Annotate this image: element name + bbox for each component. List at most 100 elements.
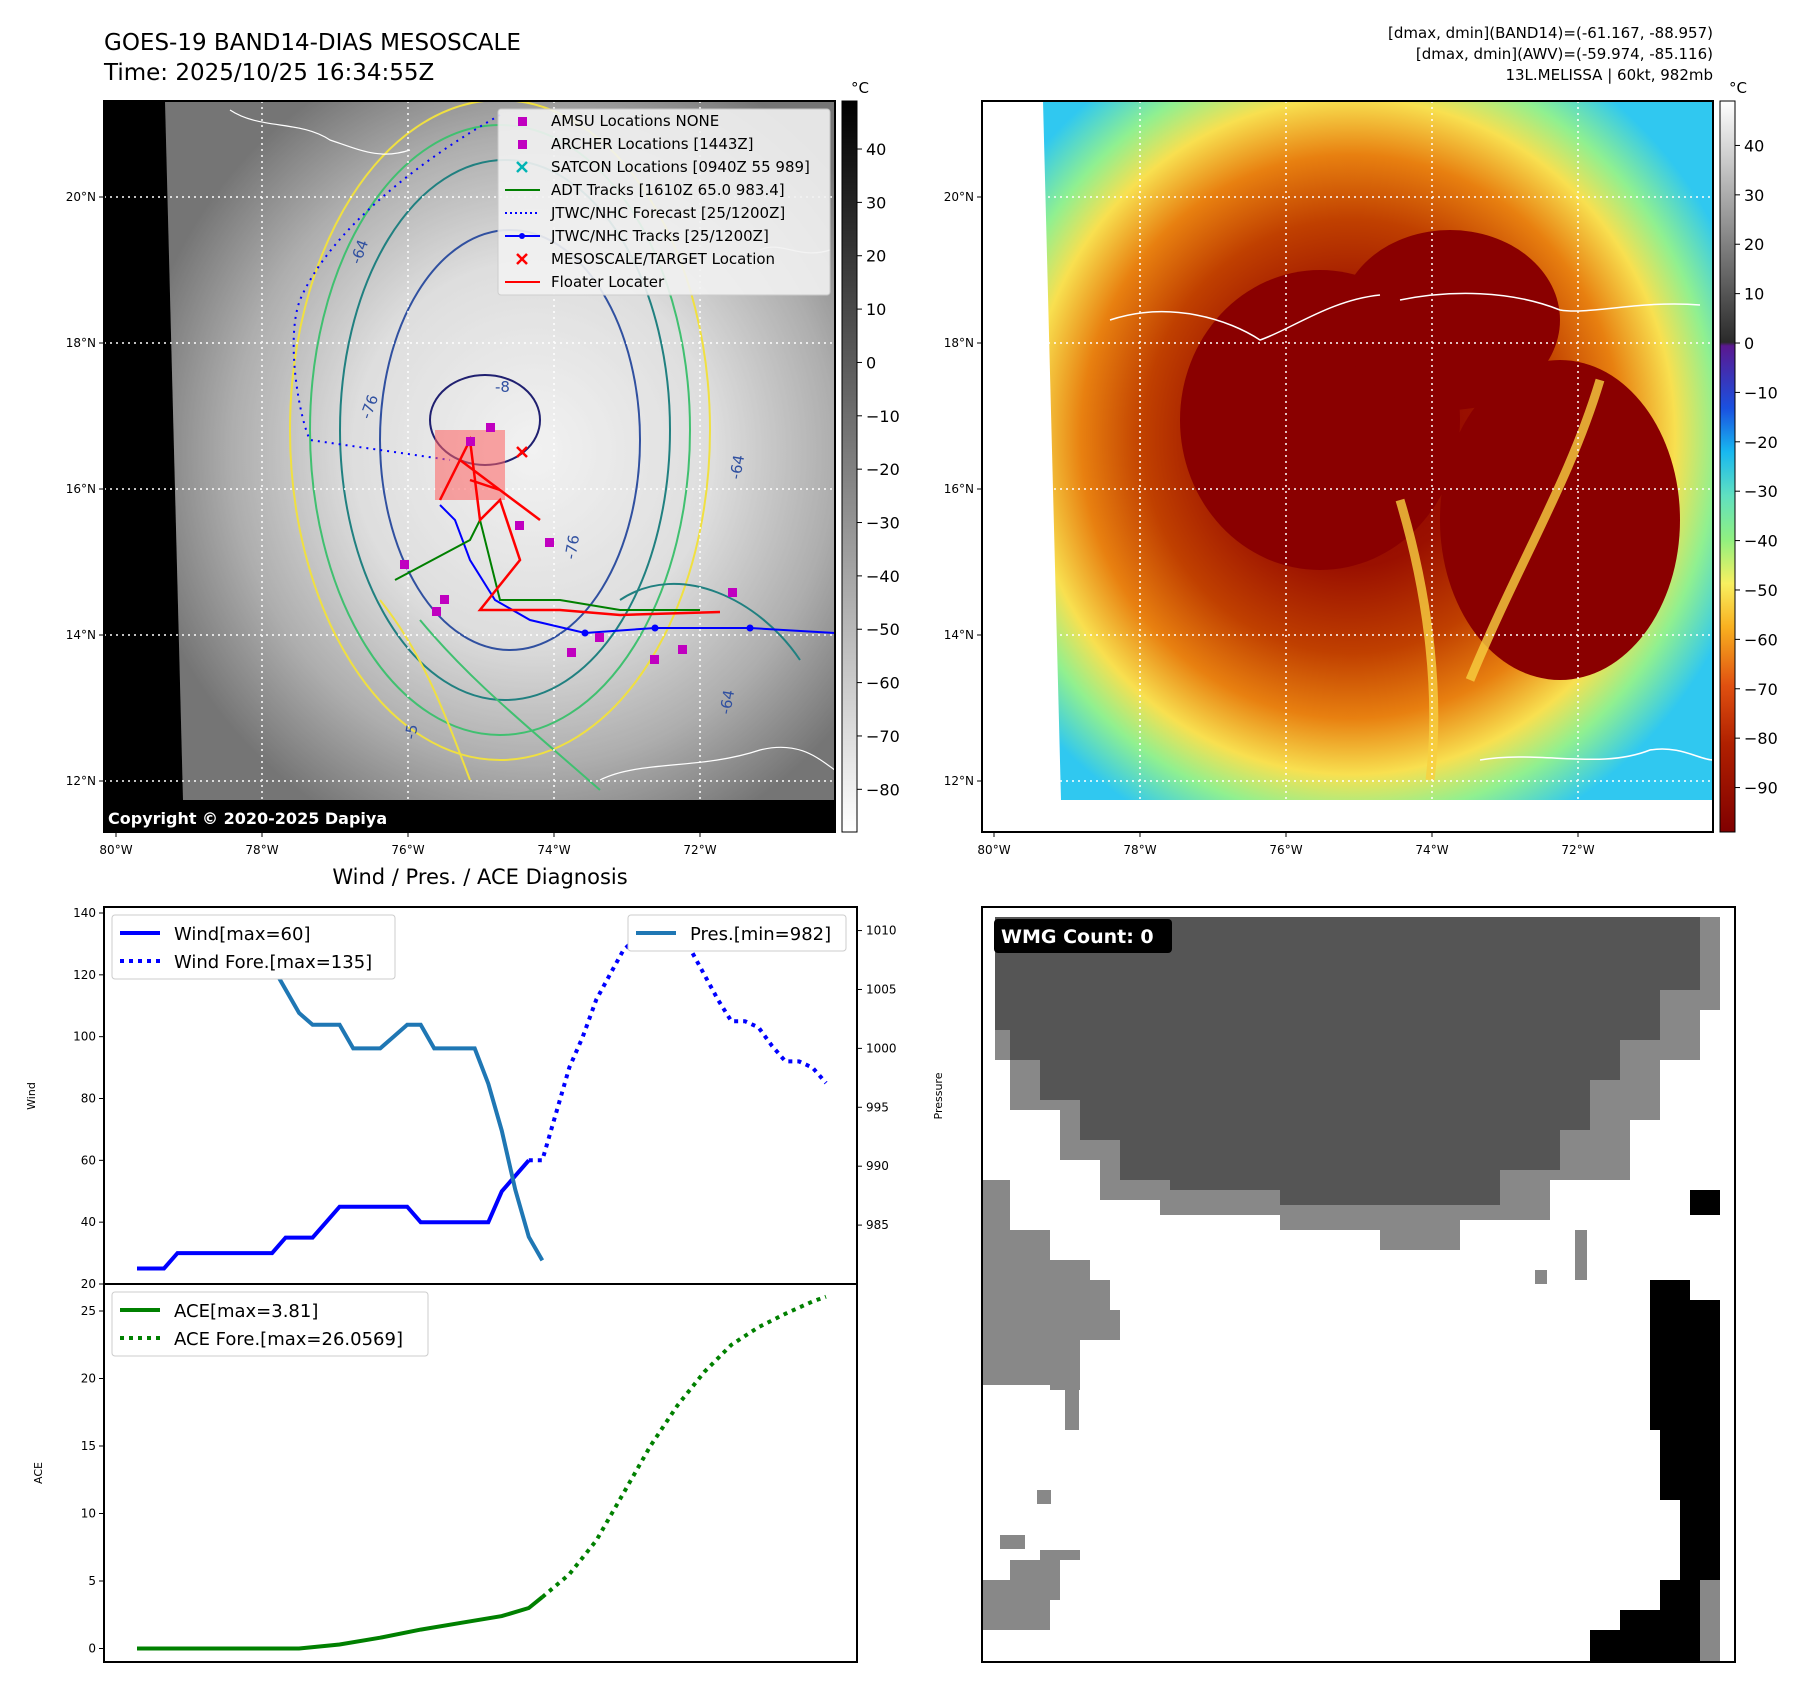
color-colorbar: °C 40 30 20 10 0 −10 −20 −30 −40 −50 −60 −70 −80 −90 (1719, 79, 1778, 833)
legend-ace: ACE[max=3.81] (174, 1301, 318, 1322)
colorbar-tick-label: −50 (866, 620, 900, 639)
wind-legend: Wind[max=60] Wind Fore.[max=135] (111, 914, 396, 980)
legend-label: ARCHER Locations [1443Z] (551, 135, 754, 153)
contour-label: -64 (726, 453, 748, 480)
legend-item: ADT Tracks [1610Z 65.0 983.4] (505, 181, 785, 199)
gray-colorbar-unit: °C (851, 79, 869, 97)
gray-colorbar: °C 40 30 20 10 0 −10 −20 −30 −40 −50 −60 −70 −80 (841, 79, 900, 833)
colorbar-tick-label: −60 (1744, 630, 1778, 649)
colorbar-tick-label: 30 (1744, 186, 1764, 205)
legend-item: ARCHER Locations [1443Z] (518, 135, 754, 153)
colorbar-tick-label: −70 (1744, 680, 1778, 699)
series-line (137, 1158, 531, 1271)
map-legend: AMSU Locations NONE ARCHER Locations [144… (497, 108, 831, 296)
pressure-tick-label: 985 (866, 1218, 889, 1232)
colorbar-tick-label: 40 (1744, 136, 1764, 155)
lat-tick-label: 16°N (66, 482, 96, 496)
wind-tick-label: 140 (73, 906, 96, 920)
lon-tick-label: 76°W (1269, 843, 1302, 857)
legend-pressure: Pres.[min=982] (690, 924, 831, 945)
pressure-legend: Pres.[min=982] (627, 914, 847, 952)
diagnosis-title: Wind / Pres. / ACE Diagnosis (332, 865, 627, 889)
legend-marker (518, 140, 527, 149)
lon-tick-label: 80°W (977, 843, 1010, 857)
legend-label: AMSU Locations NONE (551, 112, 719, 130)
wind-tick-label: 80 (81, 1092, 96, 1106)
colorbar-tick-label: −60 (866, 674, 900, 693)
legend-label: JTWC/NHC Tracks [25/1200Z] (550, 227, 769, 245)
pressure-tick-label: 995 (866, 1100, 889, 1114)
wind-tick-label: 120 (73, 968, 96, 982)
colorbar-tick-label: 20 (1744, 235, 1764, 254)
lat-tick-label: 20°N (66, 190, 96, 204)
legend-wind-forecast: Wind Fore.[max=135] (174, 952, 372, 973)
legend-marker (518, 117, 527, 126)
lat-tick-label: 18°N (66, 336, 96, 350)
legend-label: ADT Tracks [1610Z 65.0 983.4] (551, 181, 785, 199)
colorbar-tick-label: −30 (866, 514, 900, 533)
ace-legend: ACE[max=3.81] ACE Fore.[max=26.0569] (111, 1291, 429, 1357)
ace-chart: 25 20 15 10 5 0 ACE ACE[max=3.81] ACE Fore.[m… (32, 1283, 858, 1663)
colorbar-tick-label: 30 (866, 193, 886, 212)
legend-item: JTWC/NHC Forecast [25/1200Z] (505, 204, 785, 222)
pressure-tick-label: 1005 (866, 982, 897, 996)
lat-tick-label: 20°N (944, 190, 974, 204)
lat-tick-label: 14°N (944, 628, 974, 642)
ace-axis-label: ACE (32, 1462, 45, 1484)
colorbar-tick-label: −10 (866, 407, 900, 426)
legend-label: JTWC/NHC Forecast [25/1200Z] (550, 204, 785, 222)
ace-tick-label: 20 (81, 1372, 96, 1386)
stats-line1: [dmax, dmin](BAND14)=(-61.167, -88.957) (1388, 24, 1713, 42)
lat-tick-label: 16°N (944, 482, 974, 496)
lon-tick-label: 72°W (1561, 843, 1594, 857)
legend-wind: Wind[max=60] (174, 924, 311, 945)
lat-tick-label: 18°N (944, 336, 974, 350)
color-colorbar-unit: °C (1729, 79, 1747, 97)
colorbar-tick-label: −40 (1744, 532, 1778, 551)
colorbar-tick-label: −10 (1744, 383, 1778, 402)
wind-tick-label: 20 (81, 1277, 96, 1291)
lon-tick-label: 72°W (683, 843, 716, 857)
legend-item: Floater Locater (505, 273, 665, 291)
stats-line2: [dmax, dmin](AWV)=(-59.974, -85.116) (1416, 45, 1713, 63)
legend-item: AMSU Locations NONE (518, 112, 719, 130)
colorbar-tick-label: 40 (866, 140, 886, 159)
wind-tick-label: 100 (73, 1030, 96, 1044)
colorbar-tick-label: −40 (866, 567, 900, 586)
ir-color-map (982, 101, 1713, 832)
stats-line3: 13L.MELISSA | 60kt, 982mb (1505, 66, 1713, 84)
contour-label: -64 (716, 688, 738, 715)
lat-tick-label: 14°N (66, 628, 96, 642)
pressure-tick-label: 990 (866, 1159, 889, 1173)
lon-tick-label: 74°W (1415, 843, 1448, 857)
colorbar-tick-label: −20 (866, 460, 900, 479)
legend-label: SATCON Locations [0940Z 55 989] (551, 158, 810, 176)
figure-title-line1: GOES-19 BAND14-DIAS MESOSCALE (104, 30, 521, 56)
colorbar-tick-label: −30 (1744, 482, 1778, 501)
colorbar-tick-label: 10 (866, 300, 886, 319)
colorbar-tick-label: −90 (1744, 779, 1778, 798)
lon-tick-label: 80°W (99, 843, 132, 857)
ace-tick-label: 10 (81, 1507, 96, 1521)
wind-tick-label: 60 (81, 1153, 96, 1167)
wmg-panel: WMG Count: 0 (981, 906, 1736, 1663)
lat-tick-label: 12°N (944, 774, 974, 788)
legend-item: JTWC/NHC Tracks [25/1200Z] (505, 227, 769, 245)
series-line (528, 926, 828, 1163)
colorbar-tick-label: −70 (866, 727, 900, 746)
lat-tick-label: 12°N (66, 774, 96, 788)
colorbar-tick-label: 10 (1744, 285, 1764, 304)
ace-tick-label: 0 (88, 1642, 96, 1656)
legend-ace-forecast: ACE Fore.[max=26.0569] (174, 1329, 403, 1350)
legend-item: SATCON Locations [0940Z 55 989] (516, 158, 810, 176)
ace-tick-label: 25 (81, 1304, 96, 1318)
colorbar-tick-label: 20 (866, 247, 886, 266)
wind-axis-label: Wind (25, 1082, 38, 1110)
ace-tick-label: 15 (81, 1439, 96, 1453)
pressure-axis-label: Pressure (932, 1072, 945, 1119)
legend-label: Floater Locater (551, 273, 665, 291)
pressure-tick-label: 1000 (866, 1041, 897, 1055)
lon-tick-label: 76°W (391, 843, 424, 857)
